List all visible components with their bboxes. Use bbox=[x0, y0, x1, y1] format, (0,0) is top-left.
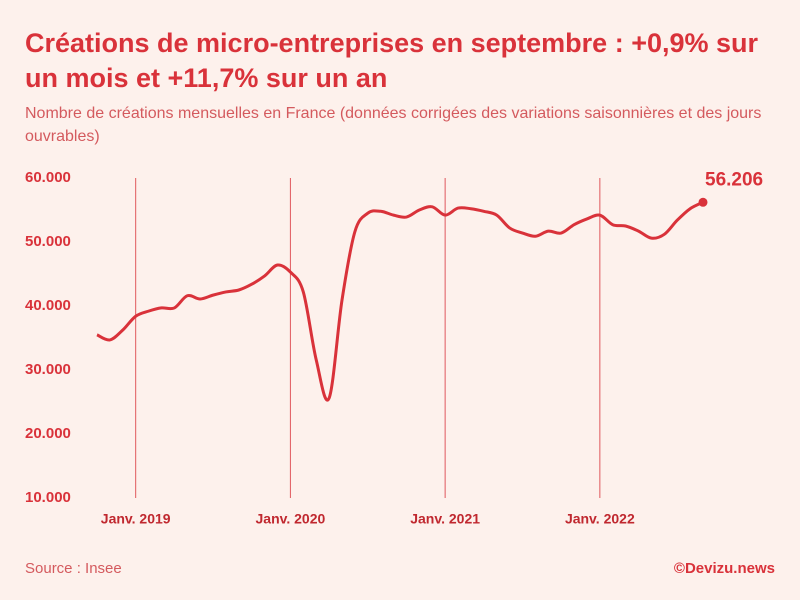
x-tick-label: Janv. 2021 bbox=[410, 511, 480, 527]
end-point bbox=[698, 197, 708, 207]
y-tick-label: 60.000 bbox=[25, 169, 71, 186]
y-tick-label: 50.000 bbox=[25, 233, 71, 250]
chart-title: Créations de micro-entreprises en septem… bbox=[25, 28, 759, 93]
line bbox=[96, 200, 704, 402]
y-tick-label: 10.000 bbox=[25, 489, 71, 506]
x-tick-label: Janv. 2019 bbox=[101, 511, 171, 527]
credit: ©Devizu.news bbox=[673, 560, 775, 577]
y-tick-label: 40.000 bbox=[25, 297, 71, 314]
y-tick-label: 30.000 bbox=[25, 361, 71, 378]
x-tick-label: Janv. 2020 bbox=[256, 511, 326, 527]
source: Source : Insee bbox=[25, 560, 122, 577]
chart-subtitle: Nombre de créations mensuelles en France… bbox=[25, 105, 762, 145]
data-label: 56.206 bbox=[705, 169, 763, 190]
x-tick-label: Janv. 2022 bbox=[565, 511, 635, 527]
y-tick-label: 20.000 bbox=[25, 425, 71, 442]
